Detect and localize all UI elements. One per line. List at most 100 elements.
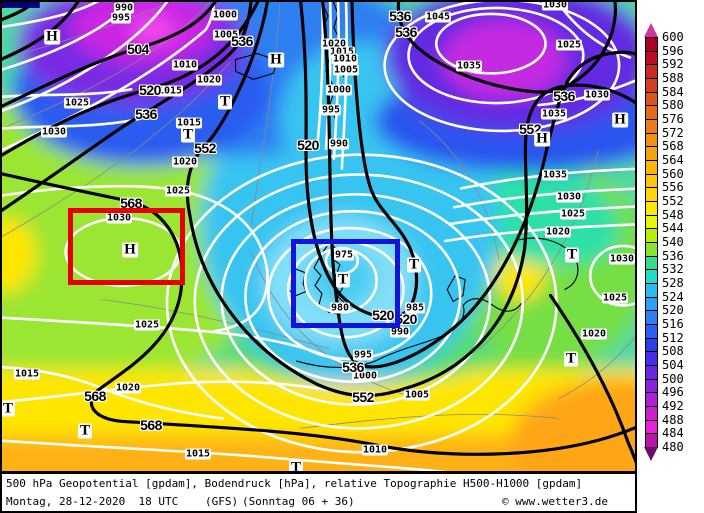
colorbar-tick-label: 480	[662, 440, 684, 454]
geopotential-label: 568	[120, 195, 142, 211]
colorbar-segment	[645, 50, 658, 66]
colorbar-segment	[645, 91, 658, 107]
pressure-label: 1020	[544, 226, 572, 238]
pressure-label: 1010	[331, 53, 359, 65]
geopotential-label: 536	[342, 359, 364, 375]
colorbar-segment	[645, 64, 658, 79]
colorbar-tick-label: 540	[662, 235, 684, 249]
pressure-label: 1005	[403, 389, 431, 401]
colorbar-segment	[645, 283, 658, 298]
annotation-rectangle-blue	[291, 239, 400, 328]
colorbar-tick-label: 576	[662, 112, 684, 126]
colorbar-tick-label: 584	[662, 84, 684, 99]
pressure-label: 1025	[555, 39, 583, 51]
geopotential-label: 536	[231, 33, 253, 49]
colorbar-segment	[645, 146, 658, 161]
low-center: T	[2, 400, 16, 417]
low-center: T	[406, 256, 422, 273]
geopotential-label: 552	[194, 140, 216, 156]
colorbar-segment	[645, 310, 658, 325]
pressure-label: 1025	[63, 97, 91, 109]
low-center: T	[217, 93, 233, 110]
pressure-label: 1035	[540, 108, 568, 120]
colorbar-tick-label: 572	[662, 125, 684, 140]
pressure-label: 990	[113, 2, 135, 14]
geopotential-label: 520	[395, 311, 417, 327]
colorbar-tick-label: 596	[662, 43, 684, 58]
geopotential-label: 568	[140, 417, 162, 433]
colorbar-tick-label: 484	[662, 426, 684, 441]
colorbar-tick-label: 544	[662, 221, 684, 236]
pressure-label: 995	[352, 349, 374, 361]
high-center: H	[534, 130, 550, 147]
colorbar-segment	[645, 132, 658, 148]
low-center: T	[180, 126, 196, 143]
colorbar-tick-label: 504	[662, 358, 684, 372]
geopotential-label: 520	[139, 82, 161, 98]
pressure-label: 995	[110, 12, 132, 24]
pressure-label: 1010	[171, 59, 199, 71]
pressure-label: 985	[404, 302, 426, 314]
pressure-label: 995	[320, 104, 342, 116]
geopotential-label: 568	[84, 388, 106, 404]
colorbar-up-arrow	[644, 23, 658, 37]
colorbar-tick-label: 520	[662, 303, 684, 318]
pressure-label: 1020	[195, 74, 223, 86]
colorbar-tick-label: 492	[662, 399, 684, 413]
pressure-label: 1030	[541, 0, 569, 11]
colorbar-segment	[645, 214, 658, 230]
map-edge-strip	[2, 2, 40, 8]
pressure-label: 1030	[608, 253, 635, 265]
geopotential-label: 520	[372, 307, 394, 323]
pressure-label: 980	[329, 302, 351, 314]
colorbar-segment	[645, 419, 658, 435]
pressure-label: 1015	[175, 117, 203, 129]
colorbar-tick-label: 536	[662, 248, 684, 263]
caption-box: 500 hPa Geopotential [gpdam], Bodendruck…	[0, 472, 637, 513]
pressure-label: 1000	[351, 370, 379, 382]
model-name: (GFS)	[205, 495, 239, 508]
colorbar-tick-label: 548	[662, 207, 684, 222]
low-center: T	[563, 350, 579, 367]
pressure-label: 1025	[559, 208, 587, 220]
pressure-label: 1030	[555, 191, 583, 203]
colorbar-segment	[645, 269, 658, 284]
colorbar-segment	[645, 337, 658, 353]
colorbar-down-arrow	[644, 447, 658, 461]
pressure-label: 1035	[541, 169, 569, 181]
low-center: T	[77, 422, 93, 439]
colorbar-tick-label: 592	[662, 57, 684, 72]
pressure-label: 1020	[580, 328, 608, 340]
pressure-label: 1025	[601, 292, 629, 304]
colorbar-tick-label: 528	[662, 276, 684, 290]
rt-contours	[2, 2, 635, 429]
colorbar-tick-label: 488	[662, 412, 684, 427]
pressure-label: 1000	[211, 9, 239, 21]
geopotential-label: 504	[127, 41, 149, 57]
pressure-label: 975	[333, 249, 355, 261]
pressure-label: 1005	[212, 29, 240, 41]
colorbar-segment	[645, 37, 658, 52]
colorbar-segment	[645, 378, 658, 394]
weather-map: 990 995 1000 1005 1010 1020 1015 1015 1025 1030 10…	[0, 0, 637, 473]
colorbar-segment	[645, 296, 658, 312]
high-center: H	[44, 28, 60, 45]
colorbar-tick-label: 600	[662, 30, 684, 44]
pressure-label: 990	[328, 138, 350, 150]
high-center: H	[612, 111, 628, 128]
colorbar-tick-label: 524	[662, 289, 684, 304]
pressure-label: 1010	[361, 444, 389, 456]
pressure-label: 1035	[455, 60, 483, 72]
colorbar-segment	[645, 201, 658, 216]
pressure-label: 1005	[332, 64, 360, 76]
low-center: T	[564, 246, 580, 263]
colorbar-tick-label: 556	[662, 180, 684, 195]
colorbar-tick-label: 552	[662, 194, 684, 208]
pressure-label: 1020	[171, 156, 199, 168]
colorbar-segment	[645, 433, 658, 448]
colorbar-tick-label: 564	[662, 153, 684, 167]
pressure-label: 1020	[114, 382, 142, 394]
colorbar-segment	[645, 187, 658, 202]
pressure-label: 1025	[164, 185, 192, 197]
